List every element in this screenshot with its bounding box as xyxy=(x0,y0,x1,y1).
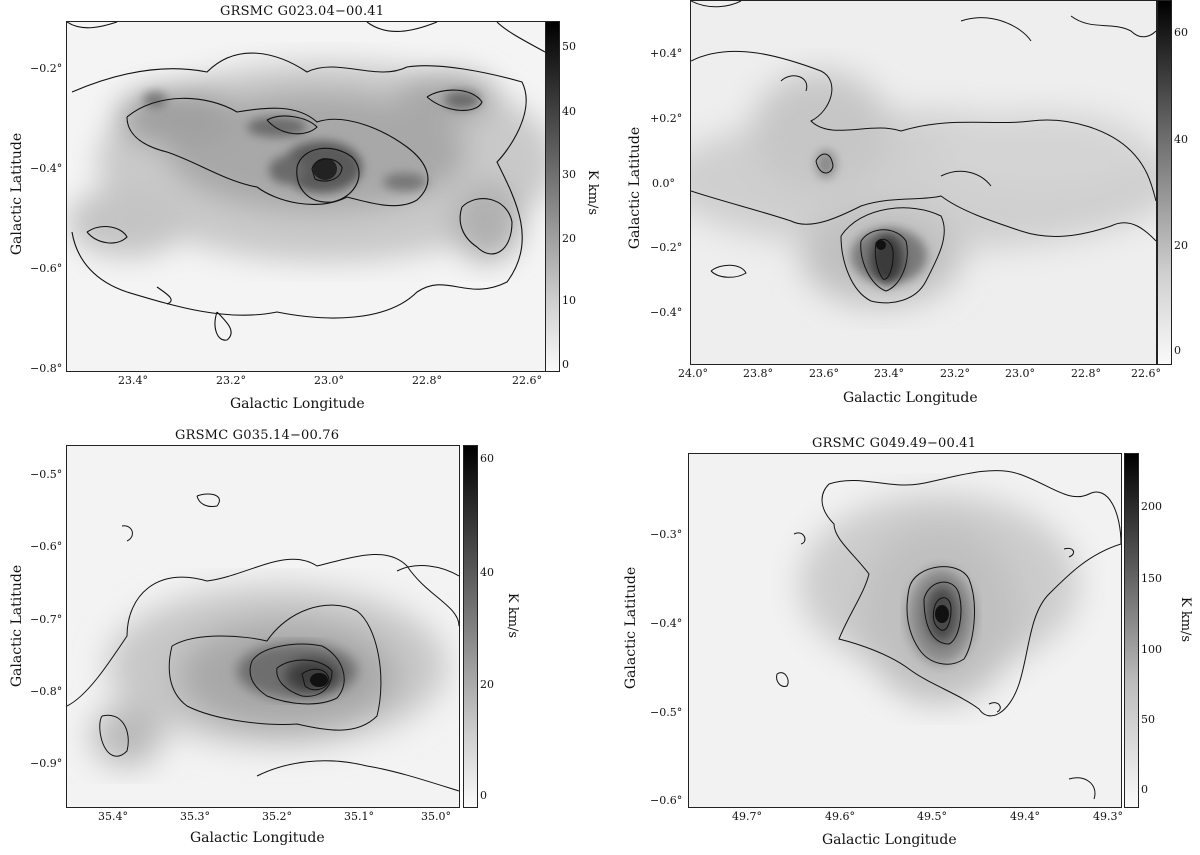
colorbar-tick: 100 xyxy=(1141,643,1162,656)
colorbar-tick: 20 xyxy=(562,232,576,245)
x-tick: 23.4° xyxy=(118,374,148,387)
intensity-map xyxy=(66,21,546,372)
intensity-map xyxy=(66,445,460,808)
x-tick: 23.0° xyxy=(1005,367,1035,380)
x-tick: 23.0° xyxy=(314,374,344,387)
x-tick: 49.7° xyxy=(732,810,762,823)
colorbar-tick: 20 xyxy=(1174,239,1188,252)
y-tick: −0.2° xyxy=(30,62,63,75)
x-tick: 49.3° xyxy=(1093,810,1123,823)
x-axis-label: Galactic Longitude xyxy=(230,396,365,412)
x-tick: 35.0° xyxy=(421,810,451,823)
y-axis-label: Galactic Latitude xyxy=(623,566,639,690)
panel-title: GRSMC G049.49−00.41 xyxy=(812,436,977,451)
y-tick: −0.7° xyxy=(30,613,63,626)
x-axis-label: Galactic Longitude xyxy=(190,830,325,846)
intensity-map xyxy=(688,453,1122,808)
y-tick: −0.8° xyxy=(30,685,63,698)
x-tick: 23.2° xyxy=(216,374,246,387)
x-axis-label: Galactic Longitude xyxy=(822,832,957,848)
colorbar-tick: 40 xyxy=(480,566,494,579)
colorbar-tick: 40 xyxy=(1174,133,1188,146)
x-tick: 49.6° xyxy=(825,810,855,823)
colorbar-tick: 40 xyxy=(562,105,576,118)
y-tick: −0.6° xyxy=(30,262,63,275)
y-tick: −0.4° xyxy=(650,306,683,319)
y-tick: −0.6° xyxy=(30,540,63,553)
x-tick: 23.8° xyxy=(743,367,773,380)
y-tick: −0.5° xyxy=(30,468,63,481)
panel-title: GRSMC G023.04−00.41 xyxy=(220,4,385,19)
x-tick: 22.8° xyxy=(412,374,442,387)
colorbar-tick: 200 xyxy=(1141,500,1162,513)
colorbar-tick: 0 xyxy=(1174,344,1181,357)
y-tick: −0.2° xyxy=(650,241,683,254)
y-tick: −0.4° xyxy=(650,617,683,630)
colorbar-label: K km/s xyxy=(1178,597,1193,643)
colorbar xyxy=(1157,0,1172,365)
y-tick: +0.2° xyxy=(650,112,683,125)
x-tick: 23.2° xyxy=(940,367,970,380)
y-axis-label: Galactic Latitude xyxy=(627,126,643,250)
x-tick: 35.4° xyxy=(98,810,128,823)
colorbar-label: K km/s xyxy=(505,593,520,639)
y-tick: −0.4° xyxy=(30,162,63,175)
colorbar-tick: 30 xyxy=(562,168,576,181)
x-tick: 49.5° xyxy=(917,810,947,823)
y-tick: −0.8° xyxy=(30,362,63,375)
y-tick: 0.0° xyxy=(652,177,675,190)
y-axis-label: Galactic Latitude xyxy=(9,564,25,688)
x-tick: 35.1° xyxy=(344,810,374,823)
colorbar-tick: 0 xyxy=(480,789,487,802)
y-tick: −0.3° xyxy=(650,528,683,541)
colorbar-tick: 150 xyxy=(1141,572,1162,585)
colorbar xyxy=(463,445,478,808)
colorbar-tick: 60 xyxy=(1174,26,1188,39)
x-tick: 49.4° xyxy=(1010,810,1040,823)
intensity-map xyxy=(690,0,1157,365)
x-tick: 35.3° xyxy=(180,810,210,823)
x-tick: 22.8° xyxy=(1071,367,1101,380)
x-tick: 35.2° xyxy=(262,810,292,823)
y-tick: −0.9° xyxy=(30,757,63,770)
x-tick: 23.6° xyxy=(809,367,839,380)
colorbar xyxy=(545,21,560,372)
colorbar-tick: 20 xyxy=(480,678,494,691)
x-tick: 22.6° xyxy=(512,374,542,387)
colorbar-tick: 0 xyxy=(1141,783,1148,796)
y-tick: −0.5° xyxy=(650,706,683,719)
x-tick: 22.6° xyxy=(1131,367,1161,380)
y-tick: +0.4° xyxy=(650,47,683,60)
colorbar-label: K km/s xyxy=(585,170,600,216)
colorbar-tick: 60 xyxy=(480,452,494,465)
panel-title: GRSMC G035.14−00.76 xyxy=(175,428,340,443)
colorbar-tick: 0 xyxy=(562,358,569,371)
x-tick: 24.0° xyxy=(678,367,708,380)
colorbar-tick: 50 xyxy=(562,40,576,53)
y-tick: −0.6° xyxy=(650,794,683,807)
y-axis-label: Galactic Latitude xyxy=(9,132,25,256)
x-tick: 23.4° xyxy=(874,367,904,380)
colorbar xyxy=(1124,453,1139,808)
x-axis-label: Galactic Longitude xyxy=(843,390,978,406)
colorbar-tick: 10 xyxy=(562,294,576,307)
colorbar-tick: 50 xyxy=(1141,713,1155,726)
